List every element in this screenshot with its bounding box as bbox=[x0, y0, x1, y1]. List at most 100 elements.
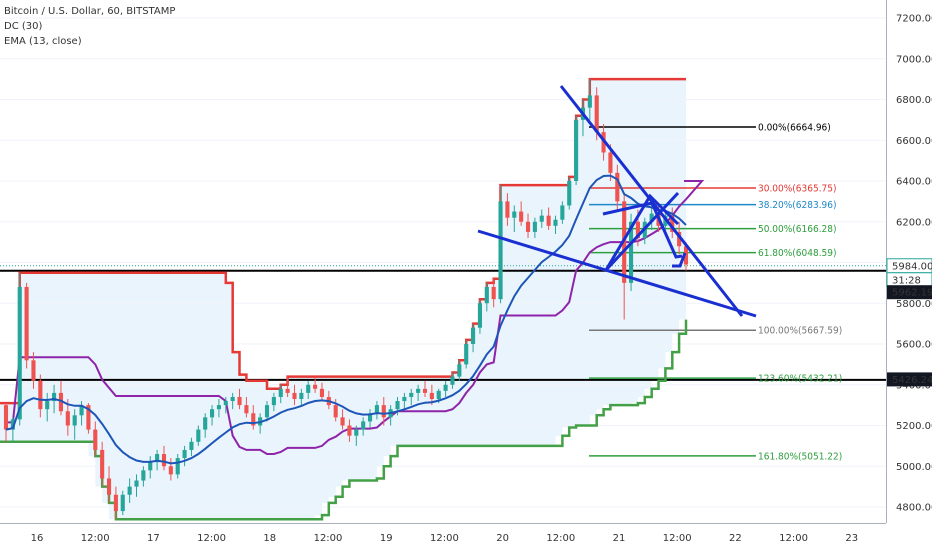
candle-body[interactable] bbox=[79, 405, 84, 416]
candle-body[interactable] bbox=[223, 401, 228, 406]
candle-body[interactable] bbox=[354, 429, 359, 436]
candle-body[interactable] bbox=[429, 392, 434, 400]
candle-body[interactable] bbox=[216, 405, 221, 410]
legend-ema[interactable]: EMA (13, close) bbox=[4, 36, 82, 47]
candle-body[interactable] bbox=[367, 413, 373, 422]
candle-body[interactable] bbox=[141, 470, 146, 481]
candle-body[interactable] bbox=[450, 376, 455, 385]
candle-body[interactable] bbox=[38, 380, 43, 410]
candle-body[interactable] bbox=[3, 405, 9, 430]
candle-body[interactable] bbox=[422, 388, 428, 393]
candle-body[interactable] bbox=[285, 388, 290, 393]
candle-body[interactable] bbox=[608, 152, 613, 173]
candle-body[interactable] bbox=[594, 95, 599, 133]
candle-body[interactable] bbox=[319, 388, 325, 397]
candle-body[interactable] bbox=[416, 388, 421, 393]
ema-line[interactable] bbox=[5, 174, 687, 465]
candle-body[interactable] bbox=[374, 405, 379, 414]
candle-body[interactable] bbox=[306, 384, 311, 393]
candle-body[interactable] bbox=[560, 205, 565, 220]
candle-body[interactable] bbox=[670, 215, 675, 232]
time-axis[interactable] bbox=[0, 523, 932, 550]
candle-body[interactable] bbox=[443, 384, 448, 391]
candle-body[interactable] bbox=[484, 286, 489, 304]
triangle-pattern-drawing[interactable] bbox=[477, 85, 757, 318]
dc-lower-line[interactable] bbox=[0, 319, 688, 521]
candle-body[interactable] bbox=[409, 392, 414, 397]
candle-body[interactable] bbox=[113, 494, 118, 512]
candle-body[interactable] bbox=[52, 392, 57, 402]
candle-body[interactable] bbox=[127, 486, 132, 495]
candle-body[interactable] bbox=[519, 211, 524, 222]
candle-body[interactable] bbox=[683, 246, 689, 265]
candle-body[interactable] bbox=[65, 411, 70, 426]
candle-body[interactable] bbox=[635, 221, 640, 239]
candle-body[interactable] bbox=[340, 417, 345, 426]
candle-body[interactable] bbox=[677, 231, 682, 247]
candle-body[interactable] bbox=[299, 392, 304, 400]
candle-body[interactable] bbox=[196, 429, 201, 442]
candle-body[interactable] bbox=[567, 181, 572, 206]
candle-body[interactable] bbox=[271, 396, 276, 406]
candle-body[interactable] bbox=[86, 405, 91, 430]
candle-body[interactable] bbox=[72, 415, 77, 426]
candle-body[interactable] bbox=[574, 119, 579, 181]
candle-body[interactable] bbox=[395, 401, 400, 410]
candle-body[interactable] bbox=[100, 449, 105, 479]
candle-body[interactable] bbox=[546, 215, 551, 226]
candle-body[interactable] bbox=[505, 201, 510, 218]
legend-dc[interactable]: DC (30) bbox=[4, 21, 43, 32]
candle-body[interactable] bbox=[292, 392, 297, 400]
candle-body[interactable] bbox=[10, 419, 15, 430]
candle-body[interactable] bbox=[553, 219, 558, 226]
candle-body[interactable] bbox=[237, 396, 242, 406]
candle-body[interactable] bbox=[347, 425, 352, 436]
candle-body[interactable] bbox=[31, 360, 36, 381]
candle-body[interactable] bbox=[155, 454, 160, 463]
candle-body[interactable] bbox=[539, 215, 544, 222]
candle-body[interactable] bbox=[278, 388, 283, 397]
candle-body[interactable] bbox=[24, 286, 29, 361]
candle-body[interactable] bbox=[587, 95, 592, 108]
candle-body[interactable] bbox=[464, 344, 469, 365]
candle-body[interactable] bbox=[333, 405, 338, 418]
candle-body[interactable] bbox=[175, 458, 180, 475]
candle-body[interactable] bbox=[17, 286, 22, 420]
candle-body[interactable] bbox=[402, 396, 407, 402]
candle-body[interactable] bbox=[210, 409, 215, 418]
candle-body[interactable] bbox=[512, 211, 517, 218]
candle-body[interactable] bbox=[649, 213, 654, 222]
candle-body[interactable] bbox=[436, 390, 441, 400]
candle-body[interactable] bbox=[134, 480, 139, 487]
candle-body[interactable] bbox=[148, 462, 153, 471]
candle-body[interactable] bbox=[161, 454, 167, 467]
candle-body[interactable] bbox=[251, 413, 256, 426]
candle-body[interactable] bbox=[93, 429, 98, 450]
candle-body[interactable] bbox=[45, 401, 50, 410]
candle-body[interactable] bbox=[182, 449, 187, 459]
candle-body[interactable] bbox=[615, 172, 620, 202]
candle-body[interactable] bbox=[106, 478, 112, 495]
candle-body[interactable] bbox=[189, 441, 194, 450]
candle-body[interactable] bbox=[168, 466, 173, 475]
candle-body[interactable] bbox=[381, 405, 386, 418]
candle-body[interactable] bbox=[525, 221, 531, 232]
candle-body[interactable] bbox=[58, 392, 64, 412]
candle-body[interactable] bbox=[532, 221, 537, 232]
candle-body[interactable] bbox=[203, 417, 208, 430]
candle-body[interactable] bbox=[264, 405, 270, 418]
candle-body[interactable] bbox=[491, 286, 496, 300]
candle-body[interactable] bbox=[457, 364, 462, 377]
candle-body[interactable] bbox=[230, 396, 235, 402]
dc-middle-line[interactable] bbox=[6, 180, 705, 455]
candle-body[interactable] bbox=[628, 221, 634, 283]
candle-body[interactable] bbox=[313, 384, 318, 389]
candle-body[interactable] bbox=[244, 405, 249, 414]
candle-body[interactable] bbox=[498, 201, 503, 300]
legend-symbol[interactable]: Bitcoin / U.S. Dollar, 60, BITSTAMP bbox=[4, 6, 176, 17]
candle-body[interactable] bbox=[477, 303, 482, 328]
candle-body[interactable] bbox=[120, 494, 125, 512]
candle-body[interactable] bbox=[471, 327, 476, 344]
candle-body[interactable] bbox=[361, 421, 366, 430]
